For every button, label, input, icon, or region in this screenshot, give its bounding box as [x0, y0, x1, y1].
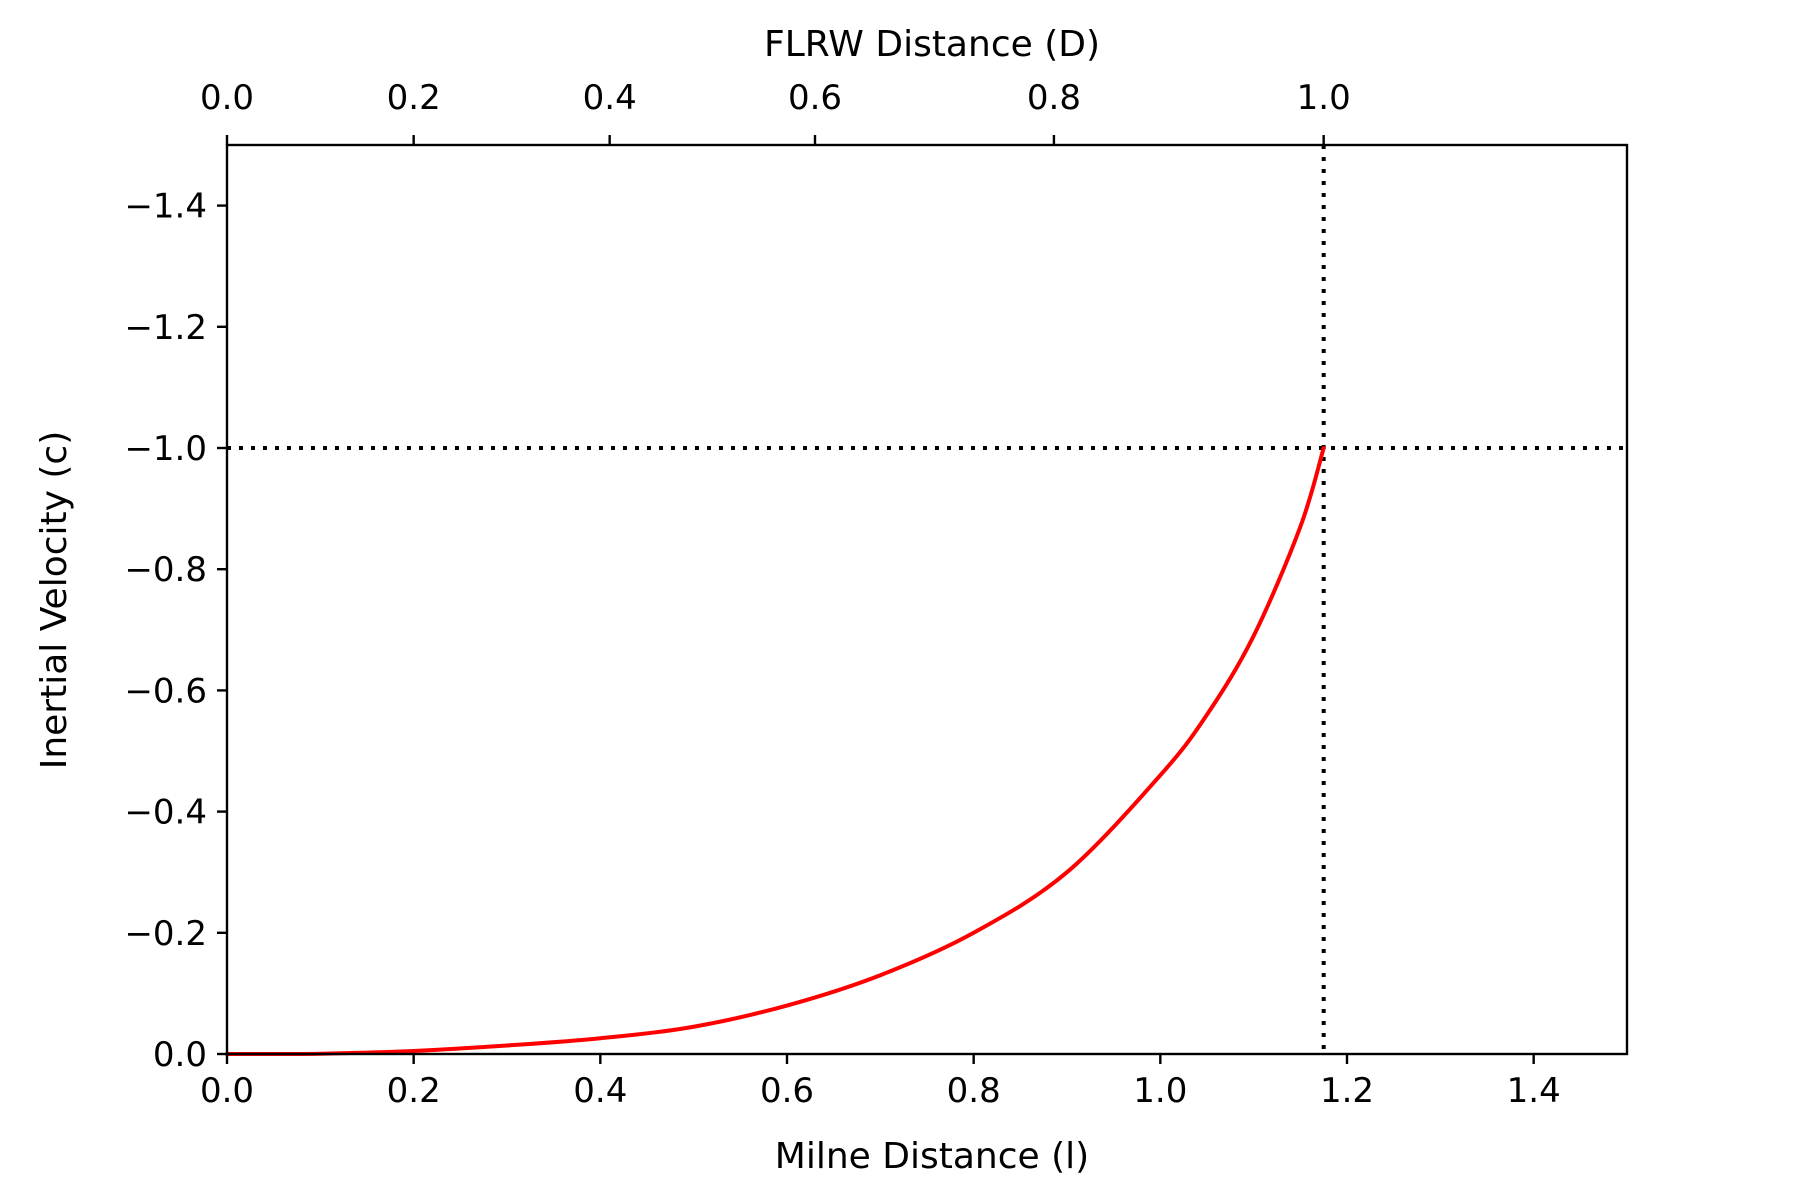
x-axis-ticks: 0.0 0.2 0.4 0.6 0.8 1.0 1.2 1.4 — [200, 1054, 1561, 1111]
y-tick-label: −1.0 — [124, 429, 207, 469]
y-tick-label: −1.2 — [124, 308, 207, 348]
top-tick-label: 0.2 — [387, 78, 441, 118]
x-axis-label: Milne Distance (l) — [775, 1136, 1089, 1177]
plot-area-frame — [225, 143, 1629, 1056]
top-tick-label: 0.8 — [1027, 78, 1081, 118]
reference-lines — [227, 145, 1627, 1054]
series-group — [225, 446, 1326, 1057]
x-tick-label: 0.4 — [573, 1071, 627, 1111]
top-tick-label: 0.4 — [583, 78, 637, 118]
y-tick-label: −0.2 — [124, 914, 207, 954]
y-tick-label: −0.4 — [124, 793, 207, 833]
y-tick-label: −0.8 — [124, 550, 207, 590]
x-tick-label: 1.0 — [1133, 1071, 1187, 1111]
series-line-0 — [225, 446, 1326, 1057]
x-tick-label: 0.0 — [200, 1071, 254, 1111]
top-tick-label: 0.6 — [788, 78, 842, 118]
x-tick-label: 0.2 — [387, 1071, 441, 1111]
y-tick-label: −1.4 — [124, 187, 207, 227]
x-tick-label: 1.4 — [1507, 1071, 1561, 1111]
x-tick-label: 1.2 — [1320, 1071, 1374, 1111]
y-tick-label: 0.0 — [153, 1035, 207, 1075]
y-axis-label: Inertial Velocity (c) — [34, 431, 75, 770]
x-tick-label: 0.6 — [760, 1071, 814, 1111]
top-tick-label: 0.0 — [200, 78, 254, 118]
y-axis-ticks: 0.0 −0.2 −0.4 −0.6 −0.8 −1.0 −1.2 −1.4 — [124, 187, 227, 1075]
top-axis-label: FLRW Distance (D) — [764, 24, 1100, 65]
top-axis-ticks: 0.0 0.2 0.4 0.6 0.8 1.0 — [200, 78, 1351, 145]
y-tick-label: −0.6 — [124, 671, 207, 711]
x-tick-label: 0.8 — [947, 1071, 1001, 1111]
top-tick-label: 1.0 — [1297, 78, 1351, 118]
